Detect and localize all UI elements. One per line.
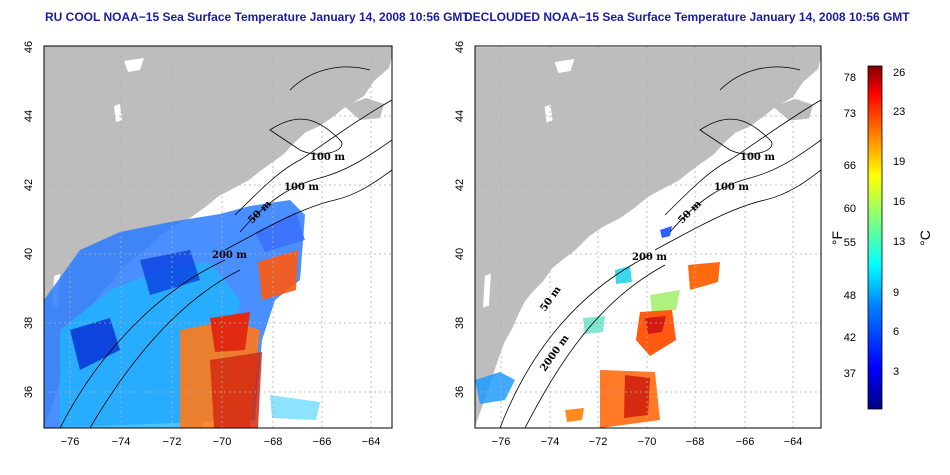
- left-lat-tick: 40: [23, 248, 35, 260]
- right-lat-tick: 40: [454, 248, 466, 260]
- colorbar-f-tick: 60: [844, 203, 856, 215]
- right-contour-label-100m-a: 100 m: [740, 152, 775, 163]
- colorbar-c-tick: 23: [893, 106, 905, 118]
- right-lat-tick: 46: [454, 41, 466, 53]
- left-map-frame: [43, 45, 393, 429]
- right-isobaths: [499, 66, 821, 428]
- colorbar-c-tick: 13: [893, 236, 905, 248]
- right-lon-tick: −72: [589, 436, 608, 448]
- colorbar-f-tick: 73: [844, 108, 856, 120]
- colorbar-c-tick: 16: [893, 196, 905, 208]
- left-contour-label-100m-a: 100 m: [310, 152, 345, 163]
- right-map: 100 m 100 m 50 m 200 m 50 m 2000 m −76 −…: [454, 41, 822, 448]
- right-map-frame: [474, 45, 822, 429]
- left-contour-label-100m-b: 100 m: [284, 182, 319, 193]
- left-lon-tick: −72: [163, 436, 182, 448]
- right-lat-tick: 44: [454, 110, 466, 122]
- left-sst-swath: [44, 200, 320, 428]
- right-lon-ticks: −76 −74 −72 −70 −68 −66 −64: [492, 436, 803, 448]
- left-lat-tick: 38: [23, 317, 35, 329]
- colorbar-f-tick: 48: [844, 290, 856, 302]
- right-panel-title: DECLOUDED NOAA−15 Sea Surface Temperatur…: [464, 10, 910, 24]
- right-lat-ticks: 36 38 40 42 44 46: [454, 41, 466, 398]
- colorbar-celsius-label: °C: [917, 230, 933, 246]
- colorbar-f-tick: 42: [844, 332, 856, 344]
- colorbar-f-tick: 78: [844, 72, 856, 84]
- left-map: 100 m 100 m 50 m 200 m −76 −74 −72 −70 −…: [23, 41, 393, 448]
- left-lon-tick: −70: [213, 436, 232, 448]
- colorbar-f-tick: 37: [844, 368, 856, 380]
- left-lon-tick: −64: [362, 436, 381, 448]
- right-lat-tick: 38: [454, 317, 466, 329]
- right-lon-tick: −64: [784, 436, 803, 448]
- colorbar-f-tick: 66: [844, 160, 856, 172]
- colorbar-fahrenheit-ticks: 37 42 48 55 60 66 73 78: [844, 72, 856, 380]
- right-lon-tick: −70: [638, 436, 657, 448]
- left-lon-tick: −76: [61, 436, 80, 448]
- colorbar-c-tick: 3: [893, 366, 899, 378]
- right-lon-tick: −68: [686, 436, 705, 448]
- left-lat-ticks: 36 38 40 42 44 46: [23, 41, 35, 398]
- left-lat-tick: 44: [23, 110, 35, 122]
- right-sst-patches: [475, 226, 720, 428]
- right-contour-label-100m-b: 100 m: [714, 182, 749, 193]
- left-contour-label-200m: 200 m: [212, 250, 247, 261]
- right-contour-label-200m: 200 m: [632, 252, 667, 263]
- right-lat-tick: 42: [454, 179, 466, 191]
- left-lat-tick: 42: [23, 179, 35, 191]
- right-lon-tick: −74: [541, 436, 560, 448]
- colorbar-c-tick: 26: [893, 67, 905, 79]
- colorbar-c-tick: 6: [893, 326, 899, 338]
- left-lat-tick: 36: [23, 386, 35, 398]
- colorbar-gradient: [867, 65, 883, 410]
- right-lon-tick: −66: [736, 436, 755, 448]
- left-panel-title: RU COOL NOAA−15 Sea Surface Temperature …: [45, 10, 470, 24]
- right-lat-tick: 36: [454, 386, 466, 398]
- left-lon-tick: −66: [313, 436, 332, 448]
- colorbar-c-tick: 9: [893, 287, 899, 299]
- left-isobaths: [59, 66, 392, 428]
- left-lon-ticks: −76 −74 −72 −70 −68 −66 −64: [61, 436, 381, 448]
- left-graticule: [44, 46, 392, 428]
- right-lon-tick: −76: [492, 436, 511, 448]
- colorbar-fahrenheit-label: °F: [829, 231, 845, 245]
- left-lon-tick: −74: [112, 436, 131, 448]
- left-lon-tick: −68: [264, 436, 283, 448]
- right-graticule: [475, 46, 821, 428]
- colorbar-celsius-ticks: 3 6 9 13 16 19 23 26: [893, 67, 905, 378]
- colorbar-c-tick: 19: [893, 156, 905, 168]
- left-lat-tick: 46: [23, 41, 35, 53]
- colorbar-f-tick: 55: [844, 237, 856, 249]
- colorbar: 37 42 48 55 60 66 73 78 3 6 9 13 16 19 2…: [829, 65, 933, 410]
